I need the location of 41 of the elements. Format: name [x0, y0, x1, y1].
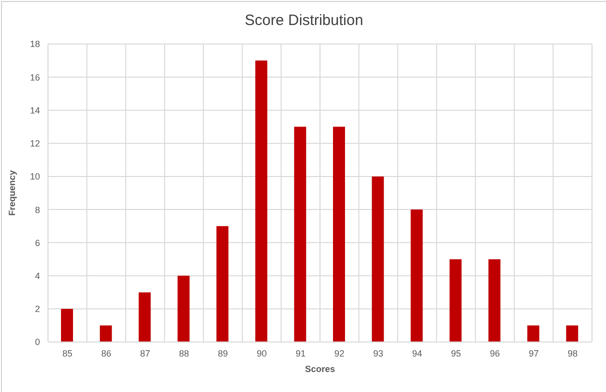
bar: [372, 176, 384, 342]
y-tick-label: 12: [30, 138, 40, 149]
x-tick-label: 90: [256, 348, 267, 358]
y-tick-label: 4: [34, 270, 40, 281]
x-tick-label: 96: [490, 348, 500, 358]
y-tick-label: 0: [34, 337, 40, 348]
x-tick-label: 91: [296, 348, 306, 358]
x-tick-label: 87: [140, 348, 150, 358]
chart-title: Score Distribution: [244, 12, 364, 31]
x-tick-label: 97: [528, 348, 539, 358]
bar: [100, 325, 112, 342]
y-tick-label: 6: [34, 238, 40, 248]
x-tick-label: 88: [178, 348, 190, 358]
y-tick-label: 14: [30, 105, 40, 116]
y-axis-title: Frequency: [7, 170, 18, 216]
x-tick-label: 92: [334, 348, 344, 358]
bar: [138, 292, 151, 342]
bar: [450, 259, 462, 342]
bar: [255, 60, 268, 342]
x-tick-label: 95: [450, 348, 462, 358]
y-tick-label: 8: [34, 204, 40, 215]
bar: [178, 276, 190, 342]
x-tick-label: 89: [218, 348, 228, 358]
x-tick-label: 93: [373, 348, 384, 358]
x-tick-label: 98: [568, 348, 578, 358]
bar: [488, 259, 500, 342]
y-tick-label: 10: [30, 172, 40, 182]
bar: [61, 308, 73, 342]
bar: [410, 210, 423, 342]
x-axis-title: Scores: [304, 364, 336, 374]
bar: [216, 226, 228, 342]
y-tick-label: 2: [34, 304, 40, 314]
x-tick-label: 94: [412, 348, 422, 358]
x-tick-label: 86: [101, 348, 112, 358]
y-tick-label: 16: [30, 72, 40, 82]
bar: [294, 126, 306, 342]
bar: [333, 126, 345, 342]
x-tick-label: 85: [62, 348, 72, 358]
y-tick-label: 18: [30, 39, 40, 50]
bar: [527, 325, 540, 342]
bar: [566, 325, 578, 342]
